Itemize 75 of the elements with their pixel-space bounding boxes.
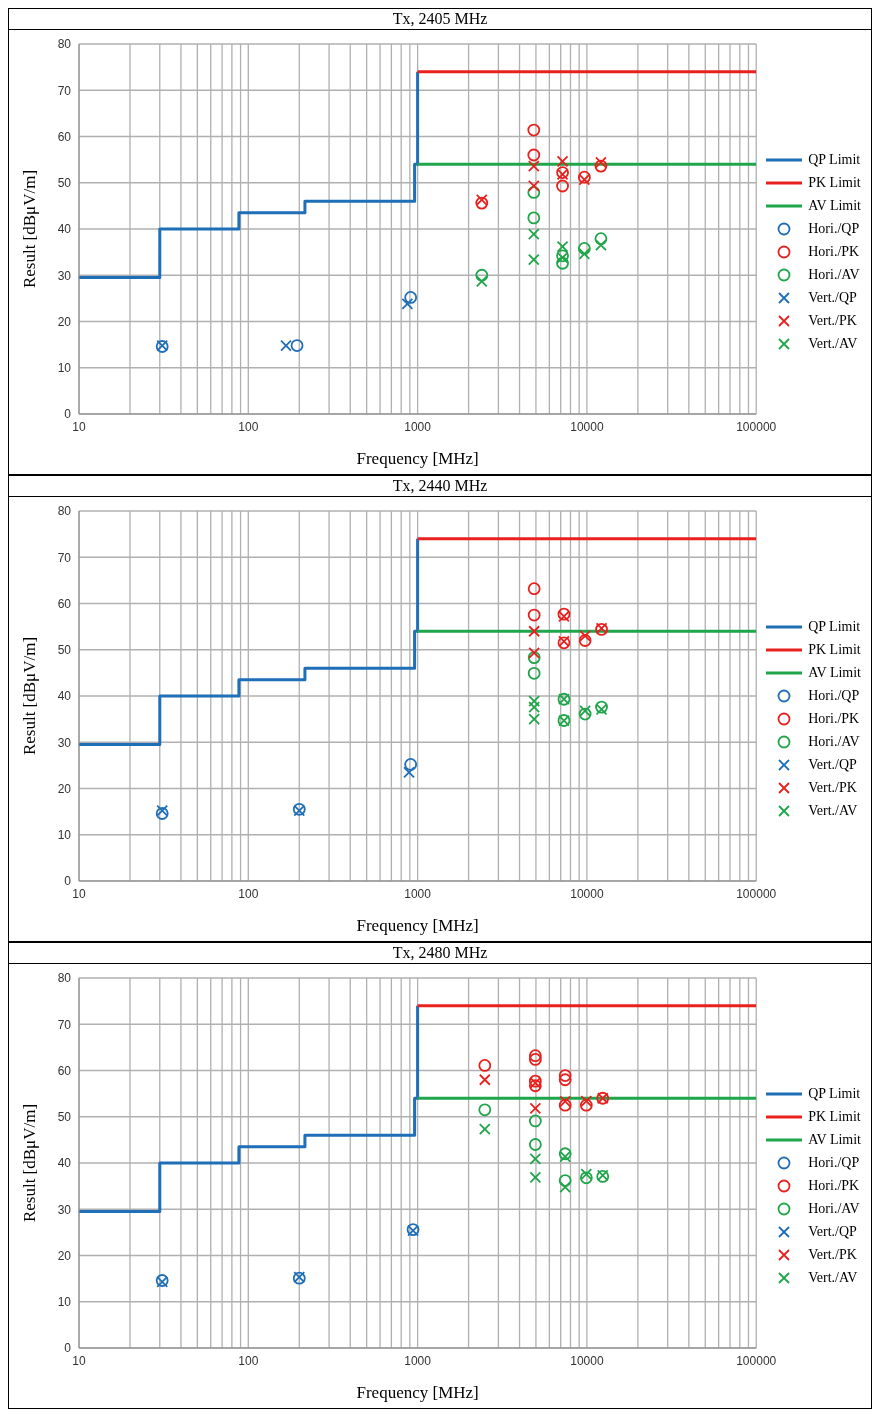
x-tick-label: 1000	[404, 1353, 432, 1368]
legend-label: Vert./AV	[808, 803, 858, 819]
legend-label: Hori./QP	[808, 688, 860, 704]
y-tick-label: 40	[57, 1156, 72, 1171]
y-axis-title: Result [dBμV/m]	[20, 169, 40, 289]
legend-label: QP Limit	[808, 152, 861, 168]
y-tick-label: 30	[57, 268, 72, 283]
legend-label: Vert./AV	[808, 336, 858, 352]
y-tick-label: 70	[57, 83, 72, 98]
legend-label: Vert./PK	[808, 780, 857, 796]
legend-label: Hori./PK	[808, 244, 860, 260]
y-tick-label: 0	[64, 407, 72, 422]
legend-label: PK Limit	[808, 175, 861, 191]
y-tick-label: 60	[57, 1063, 72, 1078]
y-tick-label: 40	[57, 222, 72, 237]
y-tick-label: 80	[57, 504, 72, 519]
y-tick-label: 70	[57, 550, 72, 565]
y-tick-label: 40	[57, 689, 72, 704]
x-axis-title: Frequency [MHz]	[356, 1383, 479, 1402]
legend-label: QP Limit	[808, 1086, 861, 1102]
x-tick-label: 10000	[570, 886, 604, 901]
legend-label: Vert./PK	[808, 1247, 857, 1263]
y-tick-label: 10	[57, 1295, 72, 1310]
y-tick-label: 20	[57, 1248, 72, 1263]
y-tick-label: 20	[57, 781, 72, 796]
legend-label: Vert./PK	[808, 313, 857, 329]
y-tick-label: 70	[57, 1017, 72, 1032]
y-tick-label: 30	[57, 1202, 72, 1217]
chart-title: Tx, 2440 MHz	[9, 476, 871, 497]
x-tick-label: 10000	[570, 1353, 604, 1368]
y-tick-label: 0	[64, 874, 72, 889]
x-tick-label: 100	[238, 1353, 259, 1368]
x-tick-label: 100000	[736, 886, 777, 901]
y-tick-label: 20	[57, 314, 72, 329]
x-tick-label: 100000	[736, 419, 777, 434]
x-axis-title: Frequency [MHz]	[356, 916, 479, 935]
y-tick-label: 60	[57, 596, 72, 611]
legend-label: Vert./QP	[808, 1224, 857, 1240]
legend-label: Hori./PK	[808, 1178, 860, 1194]
x-axis-title: Frequency [MHz]	[356, 449, 479, 468]
x-tick-label: 100000	[736, 1353, 777, 1368]
x-tick-label: 100	[238, 419, 259, 434]
y-tick-label: 0	[64, 1341, 72, 1356]
legend-label: Hori./AV	[808, 734, 860, 750]
x-tick-label: 10000	[570, 419, 604, 434]
legend-label: Hori./QP	[808, 221, 860, 237]
legend-label: QP Limit	[808, 619, 861, 635]
y-tick-label: 80	[57, 971, 72, 986]
legend-label: Vert./QP	[808, 757, 857, 773]
x-tick-label: 100	[238, 886, 259, 901]
y-tick-label: 10	[57, 828, 72, 843]
legend-label: Hori./QP	[808, 1155, 860, 1171]
x-tick-label: 1000	[404, 419, 432, 434]
y-tick-label: 80	[57, 37, 72, 52]
legend-label: Hori./PK	[808, 711, 860, 727]
y-tick-label: 50	[57, 1110, 72, 1125]
legend-label: AV Limit	[808, 198, 861, 214]
y-tick-label: 10	[57, 361, 72, 376]
y-tick-label: 50	[57, 643, 72, 658]
legend-label: Vert./AV	[808, 1270, 858, 1286]
y-tick-label: 50	[57, 176, 72, 191]
legend-label: Hori./AV	[808, 267, 860, 283]
y-axis-title: Result [dBμV/m]	[20, 1103, 40, 1223]
legend-label: PK Limit	[808, 642, 861, 658]
y-tick-label: 60	[57, 129, 72, 144]
legend-label: AV Limit	[808, 1132, 861, 1148]
legend-label: Vert./QP	[808, 290, 857, 306]
x-tick-label: 1000	[404, 886, 432, 901]
chart-title: Tx, 2405 MHz	[9, 9, 871, 30]
chart-title: Tx, 2480 MHz	[9, 943, 871, 964]
y-tick-label: 30	[57, 735, 72, 750]
legend-label: Hori./AV	[808, 1201, 860, 1217]
legend-label: AV Limit	[808, 665, 861, 681]
legend-label: PK Limit	[808, 1109, 861, 1125]
y-axis-title: Result [dBμV/m]	[20, 636, 40, 756]
